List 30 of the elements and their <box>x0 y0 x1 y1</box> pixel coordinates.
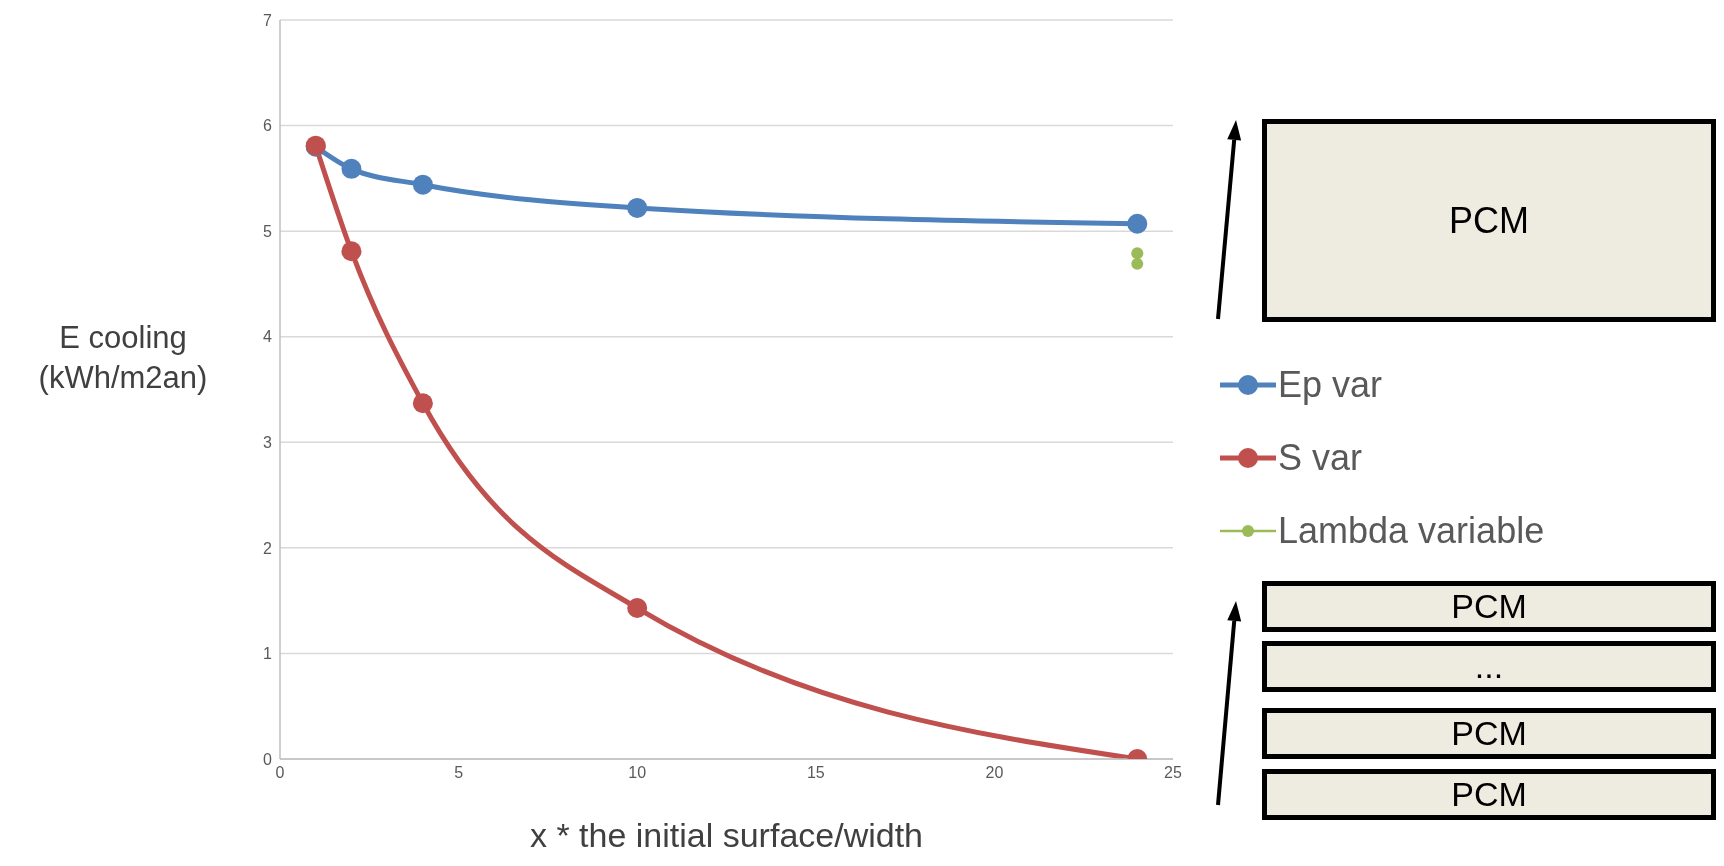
y-tick-label: 2 <box>263 539 273 557</box>
legend-label: Ep var <box>1278 363 1383 406</box>
stacked-layers-diagram: PCM ... PCM PCM <box>1262 581 1716 820</box>
point <box>1131 257 1144 270</box>
legend-label: S var <box>1278 436 1363 479</box>
y-axis-title: E cooling (kWh/m2an) <box>37 319 209 397</box>
legend-label: Lambda variable <box>1278 509 1545 552</box>
point <box>412 393 433 414</box>
y-tick-label: 6 <box>263 117 273 135</box>
y-tick-label: 5 <box>263 222 273 240</box>
x-tick-label: 5 <box>454 764 464 782</box>
point <box>1131 247 1144 260</box>
x-tick-label: 0 <box>275 764 285 782</box>
y-tick-label: 0 <box>263 750 273 768</box>
x-tick-label: 10 <box>628 764 647 782</box>
x-tick-label: 25 <box>1164 764 1182 782</box>
single-layer-diagram: PCM <box>1262 119 1716 322</box>
y-tick-label: 3 <box>263 433 273 451</box>
point <box>1127 213 1148 234</box>
point <box>341 158 362 179</box>
point <box>412 174 433 195</box>
y-tick-label: 1 <box>263 645 273 663</box>
x-tick-label: 15 <box>806 764 825 782</box>
x-tick-label: 20 <box>985 764 1004 782</box>
point <box>627 598 648 619</box>
x-axis-title: x * the initial surface/width <box>528 816 925 855</box>
y-tick-label: 7 <box>263 11 273 29</box>
point <box>627 197 648 218</box>
y-tick-label: 4 <box>263 328 273 346</box>
point <box>341 241 362 262</box>
